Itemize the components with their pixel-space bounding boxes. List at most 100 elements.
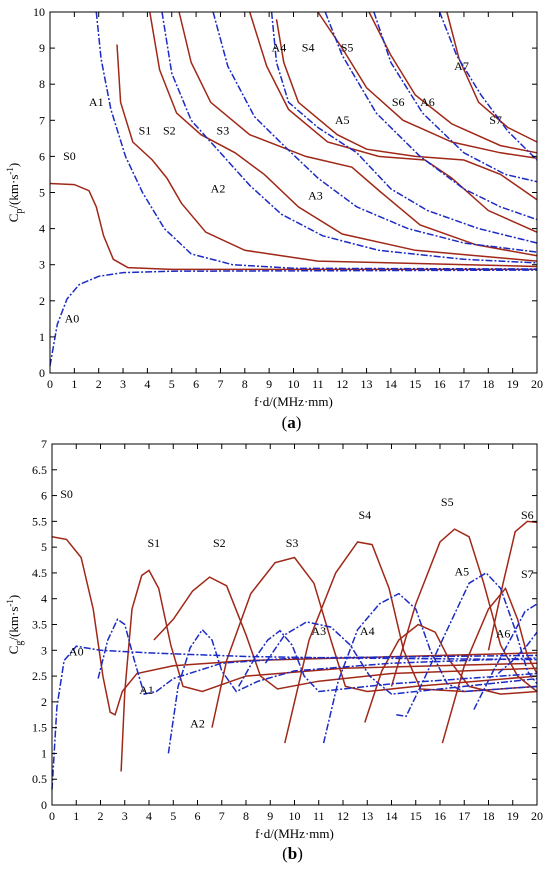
chart-a-y-tick-label: 5 (39, 186, 45, 200)
chart-b-x-tick-label: 8 (243, 809, 249, 823)
chart-a-asym-mode-curve-11 (161, 11, 538, 264)
chart-a-x-tick-label: 17 (458, 377, 470, 391)
chart-b-sym-mode-curve-5 (364, 623, 538, 723)
chart-a-x-tick-label: 13 (361, 377, 373, 391)
chart-b-x-tick-label: 6 (195, 809, 201, 823)
chart-b-y-axis-title: Cg/(km·s-1) (5, 595, 25, 654)
chart-a-sym-mode-curve-0 (49, 182, 537, 271)
chart-b-y-tick-label: 3 (41, 643, 47, 657)
chart-b-asym-mode-curve-15 (396, 571, 538, 718)
chart-b-mode-label-a6: A6 (496, 626, 511, 640)
chart-a-sym-mode-curve-5 (275, 19, 538, 201)
chart-b-y-tick-label: 5.5 (32, 514, 47, 528)
chart-b-sym-mode-curve-1 (120, 569, 538, 772)
chart-a-y-tick-label: 0 (39, 366, 45, 380)
chart-a-mode-label-s6: S6 (392, 95, 405, 109)
chart-a-y-tick-label: 7 (39, 113, 45, 127)
chart-b-mode-label-a2: A2 (190, 717, 205, 731)
chart-b-mode-label-s1: S1 (148, 536, 161, 550)
chart-b-y-tick-label: 4.5 (32, 566, 47, 580)
chart-a-sym-mode-curve-4 (248, 11, 538, 233)
chart-a-x-tick-label: 3 (120, 377, 126, 391)
chart-b-x-tick-label: 19 (507, 809, 519, 823)
chart-b-x-tick-label: 15 (410, 809, 422, 823)
chart-b-x-tick-label: 20 (531, 809, 543, 823)
chart-a-sym-mode-curve-6 (317, 11, 538, 159)
chart-a-x-tick-label: 6 (193, 377, 199, 391)
chart-a-sym-mode-curve-3 (178, 11, 538, 257)
chart-a-asym-mode-curve-9 (49, 269, 538, 366)
chart-b-y-tick-label: 6 (41, 489, 47, 503)
chart-b-x-tick-label: 17 (458, 809, 470, 823)
chart-a-asym-mode-curve-10 (95, 11, 538, 270)
chart-a-y-tick-label: 1 (39, 330, 45, 344)
chart-a-x-tick-label: 8 (242, 377, 248, 391)
chart-b-asym-mode-curve-13 (264, 621, 538, 695)
chart-a-x-tick-label: 1 (71, 377, 77, 391)
chart-b-x-tick-label: 13 (361, 809, 373, 823)
chart-a-y-tick-label: 10 (33, 5, 45, 19)
chart-a-x-tick-label: 18 (482, 377, 494, 391)
chart-a-x-tick-label: 16 (434, 377, 446, 391)
chart-b-mode-label-a4: A4 (360, 624, 375, 638)
chart-a-y-tick-label: 3 (39, 258, 45, 272)
chart-a-mode-label-s1: S1 (139, 124, 152, 138)
chart-b-x-tick-label: 1 (73, 809, 79, 823)
chart-b-sym-mode-curve-2 (153, 576, 538, 690)
chart-a-x-tick-label: 11 (312, 377, 324, 391)
chart-b-mode-label-s6: S6 (521, 508, 534, 522)
chart-a-x-tick-label: 2 (96, 377, 102, 391)
chart-b-x-axis-title: f·d/(MHz·mm) (255, 826, 334, 841)
chart-b-mode-label-a5: A5 (454, 565, 469, 579)
chart-a-x-tick-label: 7 (217, 377, 223, 391)
chart-a-mode-label-s5: S5 (341, 41, 354, 55)
chart-a-mode-label-a7: A7 (454, 59, 469, 73)
chart-b-y-tick-label: 6.5 (32, 463, 47, 477)
chart-b-x-tick-label: 7 (219, 809, 225, 823)
chart-b-asym-mode-curve-17 (497, 631, 538, 675)
chart-b-y-tick-label: 7 (41, 437, 47, 451)
chart-a-x-tick-label: 19 (507, 377, 519, 391)
chart-a-y-axis-title: Cp/(km·s-1) (5, 163, 25, 222)
chart-b-x-tick-label: 11 (313, 809, 325, 823)
phase-velocity-panel: 0 1 2 3 4 5 6 7 8 9 10 11 12 13 14 15 16 17 18 19 2001234567… (5, 5, 543, 432)
chart-b-sym-mode-curve-0 (51, 536, 538, 716)
chart-a-x-tick-label: 12 (336, 377, 348, 391)
chart-b-y-tick-label: 1 (41, 746, 47, 760)
group-velocity-panel: 0 1 2 3 4 5 6 7 8 9 10 11 12 13 14 15 16 17 18 19 2000.511.5… (5, 437, 543, 863)
chart-b-mode-label-s7: S7 (521, 567, 534, 581)
chart-b-x-tick-label: 16 (434, 809, 446, 823)
chart-b-y-tick-label: 0.5 (32, 772, 47, 786)
chart-a-x-tick-label: 9 (266, 377, 272, 391)
chart-a-mode-label-a4: A4 (272, 41, 287, 55)
chart-b-y-tick-label: 5 (41, 540, 47, 554)
chart-b-y-tick-label: 2.5 (32, 669, 47, 683)
chart-b-mode-label-a0: A0 (69, 644, 84, 658)
chart-b-x-tick-label: 9 (267, 809, 273, 823)
chart-b-x-tick-label: 3 (122, 809, 128, 823)
chart-a-mode-label-a5: A5 (335, 113, 350, 127)
chart-a-x-tick-label: 15 (409, 377, 421, 391)
chart-b-x-tick-label: 10 (289, 809, 301, 823)
chart-b-y-tick-label: 3.5 (32, 618, 47, 632)
chart-b-asym-mode-curve-10 (97, 618, 538, 695)
chart-b-y-tick-label: 2 (41, 695, 47, 709)
chart-a-sym-mode-curve-2 (149, 11, 538, 262)
chart-a-asym-mode-curve-12 (212, 11, 538, 253)
chart-b-mode-label-s3: S3 (286, 536, 299, 550)
chart-b-sym-mode-curve-6 (390, 528, 538, 693)
chart-a-y-tick-label: 6 (39, 149, 45, 163)
chart-a-x-tick-label: 4 (144, 377, 150, 391)
chart-a-x-tick-label: 14 (385, 377, 397, 391)
chart-b-sym-mode-curve-4 (284, 541, 538, 744)
chart-a-y-tick-label: 2 (39, 294, 45, 308)
chart-a-mode-label-a2: A2 (211, 182, 226, 196)
chart-b-asym-mode-curve-14 (322, 592, 538, 744)
chart-a-x-axis-title: f·d/(MHz·mm) (254, 394, 333, 409)
chart-b-mode-label-a3: A3 (311, 624, 326, 638)
chart-b-x-tick-label: 0 (49, 809, 55, 823)
chart-a-sym-mode-curve-7 (368, 11, 538, 154)
chart-b-asym-mode-curve-12 (238, 629, 538, 693)
chart-b-y-tick-label: 0 (41, 798, 47, 812)
